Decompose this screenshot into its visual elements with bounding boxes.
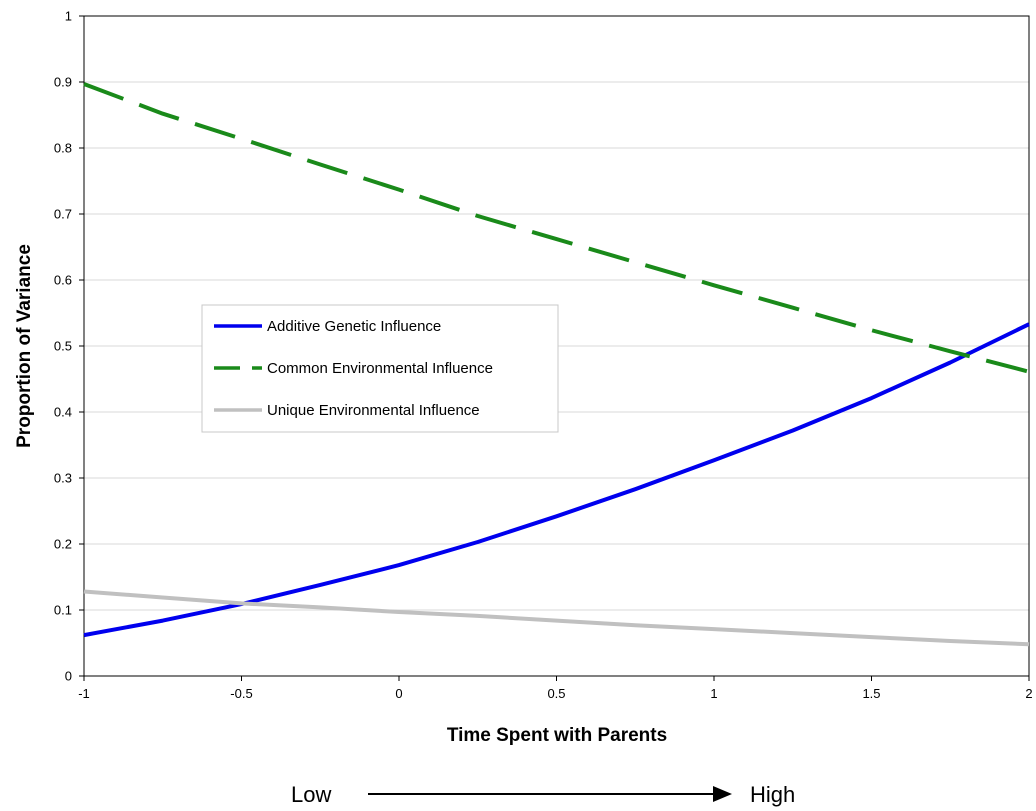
arrow-head-icon (713, 786, 732, 802)
y-tick-label: 0.1 (54, 603, 72, 618)
x-tick-label: 1 (710, 686, 717, 701)
y-tick-label: 0.8 (54, 141, 72, 156)
x-tick-label: 0 (395, 686, 402, 701)
x-axis-ticks: -1 -0.5 0 0.5 1 1.5 2 (78, 676, 1033, 701)
y-axis-title: Proportion of Variance (14, 244, 35, 448)
legend-label-common: Common Environmental Influence (267, 360, 493, 377)
legend-label-additive: Additive Genetic Influence (267, 318, 441, 335)
y-tick-label: 1 (65, 9, 72, 24)
x-tick-label: 1.5 (862, 686, 880, 701)
x-tick-label: 0.5 (547, 686, 565, 701)
y-tick-label: 0.3 (54, 471, 72, 486)
y-tick-label: 0 (65, 669, 72, 684)
y-axis-ticks: 0 0.1 0.2 0.3 0.4 0.5 0.6 0.7 0.8 0.9 1 (54, 9, 84, 684)
y-tick-label: 0.5 (54, 339, 72, 354)
legend: Additive Genetic Influence Common Enviro… (201, 304, 559, 433)
x-tick-label: -0.5 (230, 686, 252, 701)
high-label: High (750, 782, 795, 807)
low-label: Low (291, 782, 331, 807)
x-axis-title: Time Spent with Parents (447, 725, 667, 746)
x-tick-label: 2 (1025, 686, 1032, 701)
y-tick-label: 0.7 (54, 207, 72, 222)
y-tick-label: 0.9 (54, 75, 72, 90)
y-tick-label: 0.4 (54, 405, 72, 420)
y-tick-label: 0.2 (54, 537, 72, 552)
y-tick-label: 0.6 (54, 273, 72, 288)
x-tick-label: -1 (78, 686, 90, 701)
low-high-annotation: Low High (291, 782, 795, 807)
legend-label-unique: Unique Environmental Influence (267, 402, 480, 419)
series-line-common-environmental (83, 82, 1030, 374)
series-lines (83, 82, 1030, 647)
series-line-unique-environmental (83, 589, 1030, 647)
